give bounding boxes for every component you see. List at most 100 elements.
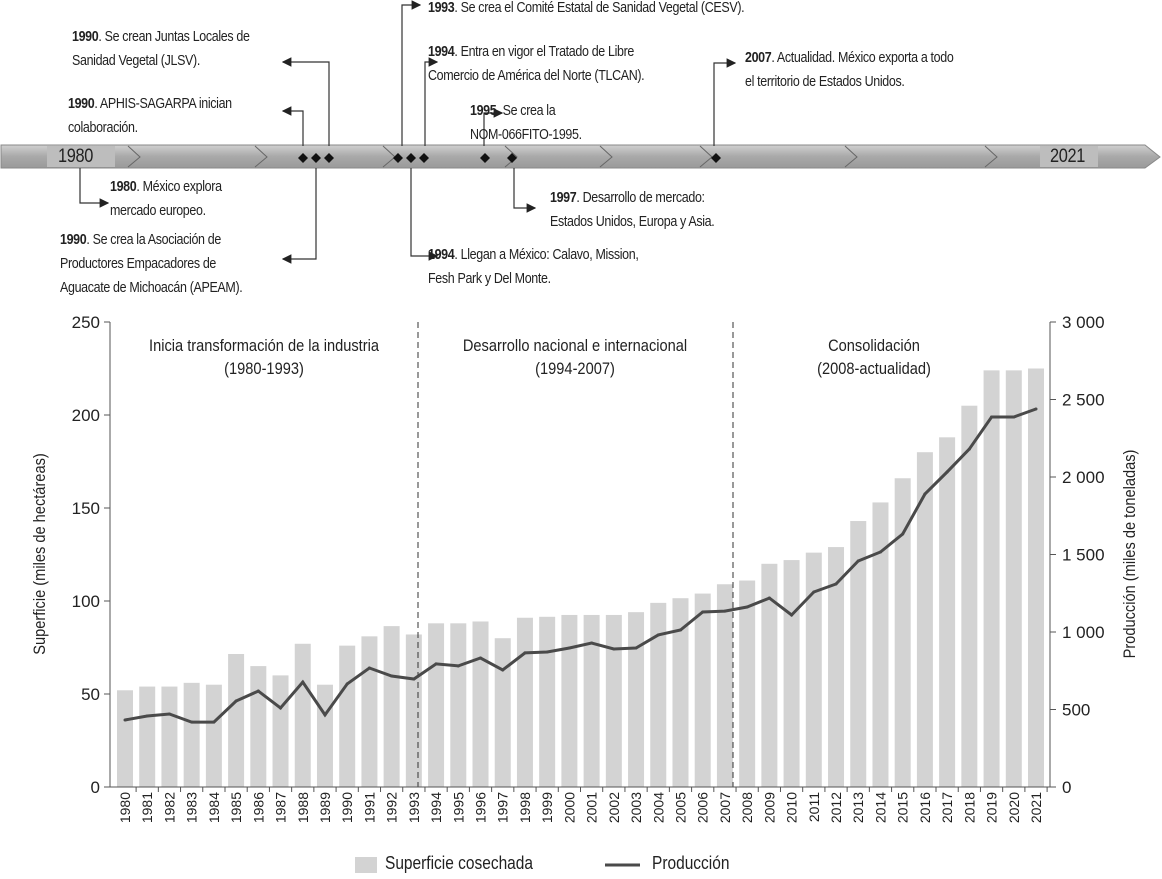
x-tick-label: 2007 bbox=[717, 792, 733, 823]
x-tick-label: 2006 bbox=[695, 792, 711, 823]
line-point-2010 bbox=[790, 613, 794, 617]
bar-2020 bbox=[1005, 370, 1022, 787]
line-point-2002 bbox=[612, 647, 616, 651]
line-point-1983 bbox=[190, 720, 194, 724]
y-tick-label-right: 3 000 bbox=[1062, 313, 1105, 332]
x-tick-label: 1991 bbox=[361, 792, 377, 823]
bar-2000 bbox=[561, 614, 578, 787]
end-year-box bbox=[1040, 146, 1098, 167]
line-point-2020 bbox=[1012, 415, 1016, 419]
bar-1982 bbox=[161, 686, 178, 787]
line-point-1985 bbox=[234, 699, 238, 703]
line-point-1990 bbox=[345, 682, 349, 686]
period-range: (1980-1993) bbox=[224, 359, 304, 378]
bar-1997 bbox=[494, 638, 511, 787]
line-point-2019 bbox=[990, 415, 994, 419]
x-tick-label: 2011 bbox=[806, 792, 822, 822]
bar-2009 bbox=[761, 563, 778, 787]
line-point-2003 bbox=[634, 646, 638, 650]
y-axis-label-left: Superficie (miles de hectáreas) bbox=[30, 453, 49, 655]
x-tick-label: 1992 bbox=[384, 792, 400, 823]
x-tick-label: 1997 bbox=[495, 792, 511, 823]
bar-1984 bbox=[205, 684, 222, 787]
x-tick-label: 2010 bbox=[784, 792, 800, 823]
bar-1998 bbox=[516, 617, 533, 787]
timeline-graphic bbox=[0, 0, 1161, 264]
x-tick-label: 1996 bbox=[473, 792, 489, 823]
x-tick-label: 2012 bbox=[828, 792, 844, 823]
connectors bbox=[79, 0, 737, 264]
event-text: el territorio de Estados Unidos. bbox=[745, 74, 905, 90]
event-1997-mercado: 1997. Desarrollo de mercado: Estados Unid… bbox=[550, 186, 715, 234]
bar-1988 bbox=[294, 643, 311, 787]
y-tick-label-right: 2 500 bbox=[1062, 391, 1105, 410]
x-tick-label: 2018 bbox=[961, 792, 977, 823]
event-2007-actualidad: 2007. Actualidad. México exporta a todo e… bbox=[745, 46, 954, 94]
x-tick-label: 2013 bbox=[850, 792, 866, 823]
line-point-1996 bbox=[479, 656, 483, 660]
event-year: 1994 bbox=[428, 44, 455, 60]
event-year: 1993 bbox=[428, 0, 455, 16]
x-tick-label: 2021 bbox=[1028, 792, 1044, 823]
event-1980-europa: 1980. México explora mercado europeo. bbox=[110, 175, 222, 223]
line-point-1994 bbox=[434, 662, 438, 666]
event-text: Aguacate de Michoacán (APEAM). bbox=[60, 280, 243, 296]
event-text: . Llegan a México: Calavo, Mission, bbox=[454, 247, 639, 263]
bar-1991 bbox=[361, 636, 378, 787]
event-markers bbox=[298, 153, 721, 163]
bar-2006 bbox=[694, 593, 711, 787]
x-tick-label: 2005 bbox=[672, 792, 688, 823]
event-year: 1990 bbox=[60, 232, 87, 248]
x-tick-label: 1985 bbox=[228, 792, 244, 823]
x-tick-label: 1980 bbox=[117, 792, 133, 823]
x-tick-label: 1989 bbox=[317, 792, 333, 823]
period-label-2: Desarrollo nacional e internacional (1994… bbox=[446, 334, 704, 380]
x-tick-label: 2020 bbox=[1006, 792, 1022, 823]
line-point-1980 bbox=[123, 718, 127, 722]
line-point-2001 bbox=[590, 641, 594, 645]
bar-2021 bbox=[1028, 368, 1044, 787]
bar-1981 bbox=[139, 686, 156, 787]
event-year: 1980 bbox=[110, 179, 137, 195]
event-text: . Desarrollo de mercado: bbox=[576, 190, 705, 206]
x-tick-label: 1984 bbox=[206, 792, 222, 823]
x-tick-label: 1995 bbox=[450, 792, 466, 823]
line-point-1991 bbox=[367, 666, 371, 670]
x-tick-label: 2016 bbox=[917, 792, 933, 823]
period-title: Consolidación bbox=[828, 336, 920, 355]
bar-2005 bbox=[672, 598, 689, 787]
bar-2001 bbox=[583, 614, 600, 787]
bar-1990 bbox=[339, 645, 356, 787]
event-year: 1997 bbox=[550, 190, 577, 206]
event-1994-tlcan: 1994. Entra en vigor el Tratado de Libre… bbox=[428, 40, 645, 88]
start-year-box bbox=[47, 146, 115, 167]
event-1994-empresas: 1994. Llegan a México: Calavo, Mission, F… bbox=[428, 243, 639, 291]
y-axis-label-right: Producción (miles de toneladas) bbox=[1120, 449, 1139, 659]
line-point-2021 bbox=[1034, 407, 1038, 411]
event-1995-nom: 1995. Se crea la NOM-066FITO-1995. bbox=[470, 99, 582, 147]
line-point-2018 bbox=[967, 447, 971, 451]
x-tick-label: 1981 bbox=[139, 792, 155, 823]
bar-1989 bbox=[316, 684, 333, 787]
event-text: Estados Unidos, Europa y Asia. bbox=[550, 214, 715, 230]
line-point-2004 bbox=[656, 633, 660, 637]
y-tick-label-left: 200 bbox=[72, 406, 100, 425]
event-text: Comercio de América del Norte (TLCAN). bbox=[428, 68, 645, 84]
x-tick-label: 2009 bbox=[761, 792, 777, 823]
bar-2019 bbox=[983, 370, 1000, 787]
y-tick-label-right: 0 bbox=[1062, 778, 1071, 797]
bar-2016 bbox=[916, 452, 933, 787]
line-point-2015 bbox=[901, 532, 905, 536]
event-text: . Se crea la bbox=[496, 103, 556, 119]
x-tick-label: 1988 bbox=[295, 792, 311, 823]
line-point-1992 bbox=[390, 674, 394, 678]
y-tick-label-left: 250 bbox=[72, 313, 100, 332]
bar-2018 bbox=[961, 405, 978, 787]
event-year: 1995 bbox=[470, 103, 497, 119]
y-tick-label-right: 1 500 bbox=[1062, 546, 1105, 565]
line-point-2000 bbox=[567, 646, 571, 650]
line-point-1982 bbox=[167, 712, 171, 716]
event-year: 1990 bbox=[72, 29, 99, 45]
event-year: 1990 bbox=[68, 96, 95, 112]
line-point-2008 bbox=[745, 605, 749, 609]
